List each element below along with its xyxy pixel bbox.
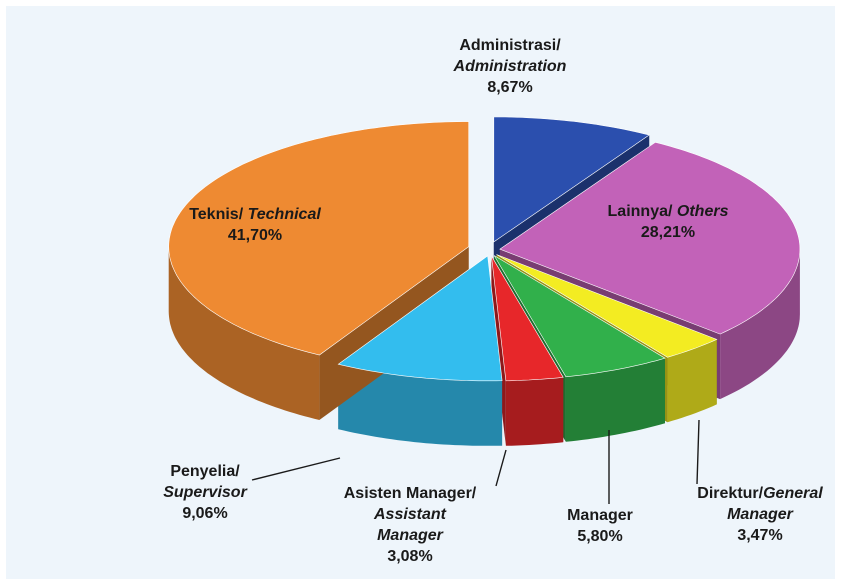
slice-label: Direktur/General Manager	[697, 485, 823, 523]
leader-line	[696, 419, 700, 485]
slice-side	[338, 364, 503, 446]
label-part: Manager/	[406, 485, 477, 502]
slice-side	[720, 249, 800, 400]
slice	[496, 254, 718, 358]
label-part: Asisten	[344, 485, 406, 502]
slice	[499, 141, 801, 335]
label-part: General	[763, 485, 823, 502]
value-label: 5,80%	[577, 528, 622, 545]
value-label: 3,08%	[387, 548, 432, 565]
slice	[493, 116, 650, 243]
label-part: Manager	[727, 506, 794, 523]
leader-line	[251, 457, 341, 481]
label-part: Assistant	[373, 506, 447, 523]
slice-label: Lainnya/ Others	[608, 203, 729, 220]
label-part: Administrasi/	[459, 37, 561, 54]
slice-label: Asisten Manager/Assistant Manager	[344, 485, 477, 544]
slice	[493, 255, 666, 378]
value-label: 28,21%	[641, 224, 695, 241]
label-part: Supervisor	[163, 484, 247, 501]
leader-line	[495, 449, 507, 487]
slice-label: Manager	[567, 507, 633, 524]
slice-label: Teknis/ Technical	[189, 206, 321, 223]
slice-side	[505, 377, 564, 446]
label-part: Direktur/	[697, 485, 763, 502]
slice	[168, 121, 470, 356]
slice-side	[168, 246, 320, 420]
label-part: Teknis/	[189, 206, 247, 223]
value-label: 8,67%	[487, 79, 532, 96]
label-part: Penyelia/	[170, 463, 240, 480]
label-part: Others	[677, 203, 729, 220]
value-label: 3,47%	[737, 527, 782, 544]
label-part: Manager	[567, 507, 633, 524]
slice	[491, 255, 564, 382]
label-part: Manager	[377, 527, 444, 544]
label-part: Technical	[248, 206, 322, 223]
slice	[337, 255, 503, 382]
value-label: 41,70%	[228, 227, 282, 244]
slice-side	[667, 339, 717, 423]
slice-side	[565, 358, 665, 442]
label-part: Administration	[453, 58, 567, 75]
slice-label: Penyelia/Supervisor	[163, 463, 247, 501]
slice-label: Administrasi/Administration	[453, 37, 567, 75]
label-part: Lainnya/	[608, 203, 677, 220]
value-label: 9,06%	[182, 505, 227, 522]
